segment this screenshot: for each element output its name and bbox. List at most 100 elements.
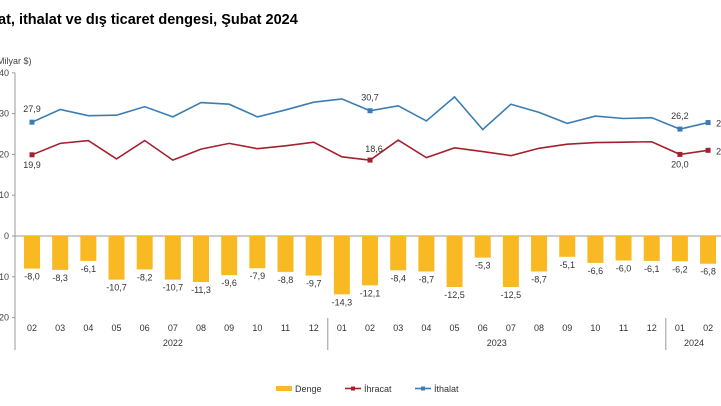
bar-data-label: -8,4: [390, 273, 406, 283]
year-label: 2023: [487, 338, 507, 348]
bar-data-label: -12,5: [501, 290, 522, 300]
legend-denge-label: Denge: [295, 384, 322, 394]
x-tick-label: 10: [590, 323, 600, 333]
line-marker: [705, 120, 711, 126]
bar-data-label: -6,1: [644, 264, 660, 274]
bar-denge: [502, 236, 519, 287]
x-tick-label: 09: [224, 323, 234, 333]
bar-denge: [615, 236, 632, 261]
bar-data-label: -11,3: [191, 285, 211, 295]
bar-denge: [587, 236, 604, 263]
bar-data-label: -6,2: [672, 264, 688, 274]
legend-denge-swatch: [276, 386, 292, 391]
bar-denge: [643, 236, 660, 261]
bar-data-label: -8,8: [278, 275, 294, 285]
x-tick-label: 04: [421, 323, 431, 333]
line-marker: [705, 147, 711, 153]
line-data-label: 18,6: [365, 144, 383, 154]
bar-data-label: -12,5: [444, 290, 465, 300]
bar-denge: [418, 236, 435, 272]
bar-denge: [193, 236, 210, 283]
x-tick-label: 07: [168, 323, 178, 333]
bar-denge: [52, 236, 69, 270]
bar-data-label: -8,7: [419, 274, 435, 284]
bar-data-label: -10,7: [106, 283, 127, 293]
y-tick-label: 20: [0, 149, 9, 159]
y-tick-label: 0: [4, 231, 9, 241]
line-data-label: 21,0: [716, 146, 721, 156]
bar-data-label: -8,3: [52, 273, 68, 283]
legend-ithalat-marker: [421, 386, 425, 391]
bar-denge: [108, 236, 125, 280]
bar-data-label: -6,1: [81, 264, 97, 274]
line-marker: [29, 119, 35, 125]
year-label: 2022: [163, 338, 183, 348]
x-tick-label: 04: [83, 323, 93, 333]
x-tick-label: 12: [647, 323, 657, 333]
x-tick-label: 05: [450, 323, 460, 333]
x-tick-label: 09: [562, 323, 572, 333]
x-tick-label: 01: [337, 323, 347, 333]
line-data-label: 27,9: [23, 104, 41, 114]
x-tick-label: 10: [252, 323, 262, 333]
bar-data-label: -9,6: [221, 278, 237, 288]
bar-data-label: -6,6: [588, 266, 604, 276]
x-tick-label: 06: [478, 323, 488, 333]
bar-denge: [390, 236, 407, 271]
line-marker: [677, 151, 683, 157]
y-tick-label: 10: [0, 190, 9, 200]
bar-data-label: -12,1: [360, 288, 381, 298]
bar-denge: [221, 236, 238, 276]
line-marker: [29, 152, 35, 158]
bar-denge: [559, 236, 576, 257]
bar-data-label: -9,7: [306, 279, 322, 289]
bar-data-label: -8,0: [24, 272, 40, 282]
line-data-label: 27,8: [716, 119, 721, 129]
bar-data-label: -7,9: [250, 271, 266, 281]
x-tick-label: 11: [619, 323, 628, 333]
y-tick-label: 10: [0, 272, 9, 282]
bar-denge: [249, 236, 266, 269]
bar-denge: [700, 236, 717, 264]
y-tick-label: 30: [0, 109, 9, 119]
x-tick-label: 02: [365, 323, 375, 333]
x-tick-label: 05: [112, 323, 122, 333]
bar-denge: [136, 236, 153, 270]
x-tick-label: 02: [27, 323, 37, 333]
bar-data-label: -8,2: [137, 272, 153, 282]
bar-data-label: -6,8: [700, 267, 716, 277]
line-data-label: 20,0: [671, 159, 689, 169]
bar-data-label: -5,3: [475, 261, 491, 271]
y-tick-label: 20: [0, 313, 9, 323]
legend-ihracat-label: İhracat: [364, 384, 392, 394]
x-tick-label: 03: [55, 323, 65, 333]
line-data-label: 19,9: [23, 160, 41, 170]
bar-data-label: -14,3: [332, 297, 353, 307]
x-tick-label: 08: [534, 323, 544, 333]
line-data-label: 30,7: [361, 93, 379, 103]
x-tick-label: 02: [703, 323, 713, 333]
line-marker: [367, 108, 373, 114]
y-tick-label: 40: [0, 68, 9, 78]
bar-denge: [80, 236, 97, 261]
x-tick-label: 01: [675, 323, 685, 333]
bar-denge: [305, 236, 322, 276]
bar-data-label: -6,0: [616, 263, 632, 273]
bar-data-label: -8,7: [531, 274, 547, 284]
bar-denge: [531, 236, 548, 272]
line-data-label: 26,2: [671, 111, 689, 121]
line-marker: [367, 157, 373, 163]
bar-data-label: -5,1: [559, 260, 575, 270]
bar-denge: [474, 236, 491, 258]
bar-data-label: -10,7: [163, 283, 184, 293]
bar-denge: [671, 236, 688, 262]
y-axis-unit-label: Milyar $): [0, 56, 32, 66]
x-tick-label: 03: [393, 323, 403, 333]
legend-ihracat-marker: [351, 386, 355, 391]
chart-title: at, ithalat ve dış ticaret dengesi, Şuba…: [0, 12, 298, 28]
x-tick-label: 08: [196, 323, 206, 333]
year-label: 2024: [684, 338, 704, 348]
line-marker: [677, 126, 683, 132]
bar-denge: [333, 236, 350, 295]
